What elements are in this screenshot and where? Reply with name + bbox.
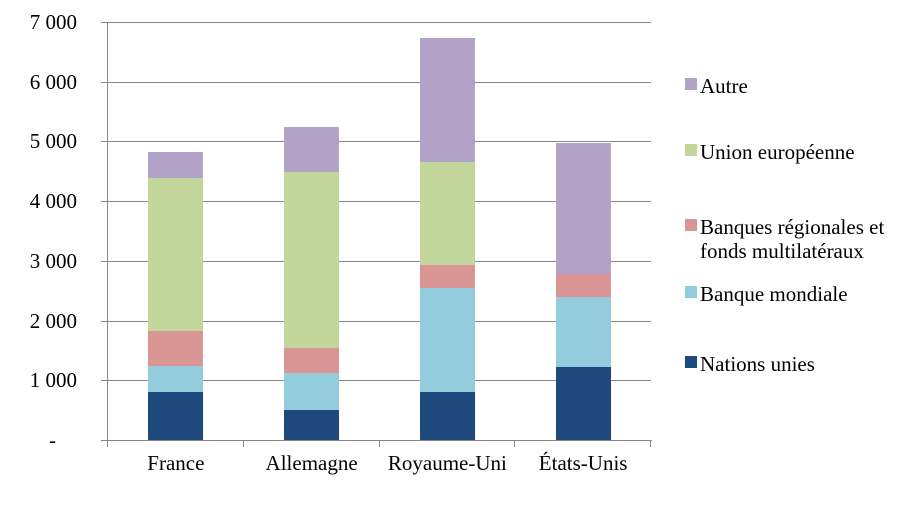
bar-segment-allemagne-banque-mondiale bbox=[284, 373, 340, 411]
gridline-6000 bbox=[108, 81, 651, 83]
y-axis-tick bbox=[101, 141, 107, 143]
x-axis-tick bbox=[650, 441, 651, 447]
bar-segment-royaume-uni-union-europeenne bbox=[419, 161, 475, 266]
gridline-4000 bbox=[108, 201, 651, 203]
legend-label-autre: Autre bbox=[700, 74, 748, 98]
bar-segment-france-autre bbox=[148, 152, 204, 179]
bar-segment-royaume-uni-banques-regionales-et-fonds-multilateraux bbox=[419, 265, 475, 288]
y-axis-label-5000: 5 000 bbox=[29, 129, 77, 154]
bar-segment-france-banques-regionales-et-fonds-multilateraux bbox=[148, 331, 204, 366]
x-axis-line bbox=[107, 440, 652, 441]
gridline-1000 bbox=[108, 380, 651, 382]
x-axis-tick bbox=[242, 441, 244, 447]
legend-swatch-banques-regionales-et-fonds-multilateraux bbox=[685, 219, 697, 231]
y-axis-label-4000: 4 000 bbox=[29, 189, 77, 214]
bar-segment-allemagne-banques-regionales-et-fonds-multilateraux bbox=[284, 348, 340, 374]
bar-segment-etats-unis-banques-regionales-et-fonds-multilateraux bbox=[555, 273, 611, 297]
gridline-5000 bbox=[108, 141, 651, 143]
gridline-7000 bbox=[108, 22, 651, 23]
y-axis-label-6000: 6 000 bbox=[29, 69, 77, 94]
legend-swatch-autre bbox=[685, 78, 697, 90]
gridline-3000 bbox=[108, 260, 651, 262]
bar-segment-france-nations-unies bbox=[148, 392, 204, 440]
legend-item-banques-regionales-et-fonds-multilateraux: Banques régionales et fonds multilatéraux bbox=[685, 215, 884, 263]
legend-label-banque-mondiale: Banque mondiale bbox=[700, 282, 848, 306]
bar-segment-royaume-uni-autre bbox=[419, 38, 475, 162]
y-axis-line bbox=[107, 22, 108, 440]
gridline-2000 bbox=[108, 320, 651, 322]
bar-segment-france-banque-mondiale bbox=[148, 365, 204, 393]
legend-item-banque-mondiale: Banque mondiale bbox=[685, 282, 848, 306]
x-axis-label-france: France bbox=[147, 451, 205, 475]
bar-segment-etats-unis-nations-unies bbox=[555, 367, 611, 440]
bar-segment-etats-unis-autre bbox=[555, 142, 611, 274]
legend-item-union-europeenne: Union européenne bbox=[685, 140, 855, 164]
x-axis-label-etats-unis: États-Unis bbox=[538, 451, 628, 475]
bar-segment-allemagne-nations-unies bbox=[284, 410, 340, 440]
x-axis-label-allemagne: Allemagne bbox=[265, 451, 358, 475]
y-axis-tick bbox=[101, 81, 107, 83]
legend-label-banques-regionales-et-fonds-multilateraux: Banques régionales et fonds multilatéraux bbox=[700, 215, 885, 263]
y-axis-label-0: - bbox=[49, 428, 56, 452]
y-axis-tick bbox=[101, 201, 107, 203]
bar-segment-royaume-uni-banque-mondiale bbox=[419, 287, 475, 393]
legend-swatch-banque-mondiale bbox=[685, 286, 697, 298]
legend-label-nations-unies: Nations unies bbox=[700, 352, 815, 376]
legend-swatch-union-europeenne bbox=[685, 144, 697, 156]
y-axis-label-1000: 1 000 bbox=[29, 368, 77, 393]
legend-label-union-europeenne: Union européenne bbox=[700, 140, 855, 164]
bar-segment-allemagne-autre bbox=[284, 127, 340, 172]
legend-item-autre: Autre bbox=[685, 74, 748, 98]
legend-swatch-nations-unies bbox=[685, 356, 697, 368]
y-axis-label-3000: 3 000 bbox=[29, 248, 77, 273]
y-axis-tick bbox=[101, 260, 107, 262]
y-axis-tick bbox=[101, 22, 107, 23]
y-axis-tick bbox=[101, 320, 107, 322]
y-axis-label-2000: 2 000 bbox=[29, 308, 77, 333]
x-axis-tick bbox=[107, 441, 108, 447]
y-axis-label-7000: 7 000 bbox=[29, 10, 77, 34]
x-axis-tick bbox=[514, 441, 516, 447]
bar-segment-royaume-uni-nations-unies bbox=[419, 392, 475, 440]
y-axis-tick bbox=[101, 440, 107, 441]
y-axis-tick bbox=[101, 380, 107, 382]
x-axis-tick bbox=[378, 441, 380, 447]
bar-segment-allemagne-union-europeenne bbox=[284, 171, 340, 349]
x-axis-label-royaume-uni: Royaume-Uni bbox=[387, 451, 507, 475]
legend-item-nations-unies: Nations unies bbox=[685, 352, 815, 376]
bar-segment-france-union-europeenne bbox=[148, 178, 204, 332]
bar-segment-etats-unis-banque-mondiale bbox=[555, 296, 611, 368]
